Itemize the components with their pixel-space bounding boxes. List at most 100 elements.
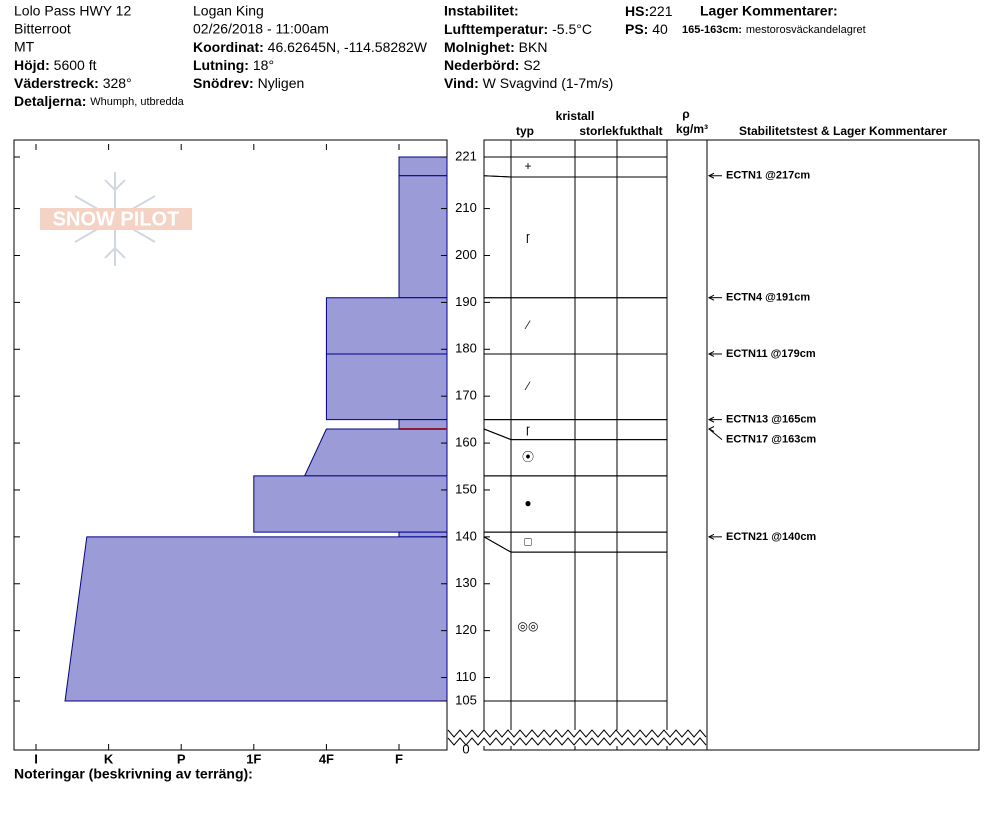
hardness-layer [398,175,448,299]
label: Snödrev: [193,75,254,91]
grain-type: ● [524,496,531,510]
layer-boundary [483,536,667,553]
value: -5.5°C [552,21,592,37]
arrow-head [707,533,715,540]
column-headers: kristall typ storlek fukthalt ρ kg/m³ St… [516,107,947,138]
grain-type: ⁄ [524,318,531,332]
depth-tick-label: 105 [455,692,477,707]
stability-test: ECTN21 @140cm [726,531,816,543]
hardness-tick-label: P [177,751,186,766]
text: mestorosväckandelagret [746,24,866,36]
hardness-layer [253,475,448,533]
layer-boundary [483,428,667,441]
hardness-tick-label: F [395,751,403,766]
depth-tick-label: 120 [455,622,477,637]
logo-band [40,208,192,230]
range: 165-163cm: [682,24,742,36]
observer: Logan King [193,3,264,19]
label: Vind: [444,75,479,91]
depth-tick-label: 0 [462,741,469,756]
depth-tick-label: 110 [456,669,477,684]
grain-type: ⁄ [524,379,531,393]
value: BKN [519,39,548,55]
density-unit: kg/m³ [676,122,708,136]
stability-test: ECTN17 @163cm [726,434,816,446]
column-lines [510,140,668,750]
logo-text: SNOW PILOT [53,208,180,230]
header: Lolo Pass HWY 12 Bitterroot MT Höjd: 560… [14,3,866,109]
label: Väderstreck: [14,75,99,91]
hardness-tick-label: 1F [246,751,261,766]
site: Lolo Pass HWY 12 [14,3,131,19]
layer-comments-title: Lager Kommentarer: [700,3,838,19]
value: 221 [649,3,673,19]
depth-tick-label: 180 [455,341,477,356]
hardness-layer [398,531,448,538]
depth-tick-label: 190 [455,294,477,309]
grain-type: + [524,159,531,173]
depth-tick-label: 170 [455,388,477,403]
depth-tick-label: 140 [455,528,477,543]
label: Molnighet: [444,39,515,55]
stability-frame [706,139,980,751]
state: MT [14,39,35,55]
moisture: fukthalt [619,124,662,138]
instability: Instabilitet: [444,3,519,19]
depth-tick-label: 150 [455,481,477,496]
wind-loading: Snödrev: Nyligen [193,75,304,91]
grain-type: ɼ [526,422,530,436]
axis-break [447,729,707,746]
hardness-layer [398,419,448,430]
hs: HS:221 [625,3,673,19]
snowflake [74,172,156,266]
slope: Lutning: 18° [193,57,274,73]
value: 40 [652,21,668,37]
label: Höjd: [14,57,50,73]
hardness-tick-label: K [104,751,114,766]
type: typ [516,124,534,138]
grain-type: ◎◎ [518,619,539,633]
air-temp: Lufttemperatur: -5.5°C [444,21,592,37]
hardness-layer [325,353,448,421]
wind: Vind: W Svagvind (1-7m/s) [444,75,613,91]
stability-test: ECTN11 @179cm [726,348,816,360]
arrow-head [707,416,715,423]
value: Nyligen [258,75,305,91]
hardness-tick-label: 4F [319,751,334,766]
value: 328° [103,75,132,91]
arrow-head [707,294,715,301]
label: PS: [625,21,648,37]
details: Detaljerna: Whumph, utbredda [14,93,185,109]
arrow-head [707,351,715,357]
stability-test: ECTN13 @165cm [726,414,816,426]
depth-tick-label: 221 [455,148,477,163]
stability-test: ECTN4 @191cm [726,292,810,304]
depth-tick-label: 210 [455,200,477,215]
hardness-layer [303,428,448,477]
depth-tick-label: 200 [455,247,477,262]
grain-type: ⦿ [522,450,534,464]
elevation: Höjd: 5600 ft [14,57,97,73]
range: Bitterroot [14,21,71,37]
crystal: kristall [556,109,595,123]
layer-boundary [483,175,667,178]
arrow-head [707,426,715,432]
depth-tick-label: 130 [455,575,477,590]
aspect: Väderstreck: 328° [14,75,132,91]
value: 18° [253,57,274,73]
test-arrow [708,428,723,441]
sky: Molnighet: BKN [444,39,547,55]
depth-tick-label: 160 [455,435,477,450]
density: ρ [682,107,689,121]
label: Lufttemperatur: [444,21,548,37]
value: 5600 ft [54,57,97,73]
notes: Noteringar (beskrivning av terräng): [14,766,253,782]
stability-test: ECTN1 @217cm [726,170,810,182]
value: W Svagvind (1-7m/s) [483,75,614,91]
ps: PS: 40 [625,21,668,37]
value: 46.62645N, -114.58282W [268,39,428,55]
value: S2 [523,57,540,73]
size: storlek [579,124,619,138]
precip: Nederbörd: S2 [444,57,541,73]
